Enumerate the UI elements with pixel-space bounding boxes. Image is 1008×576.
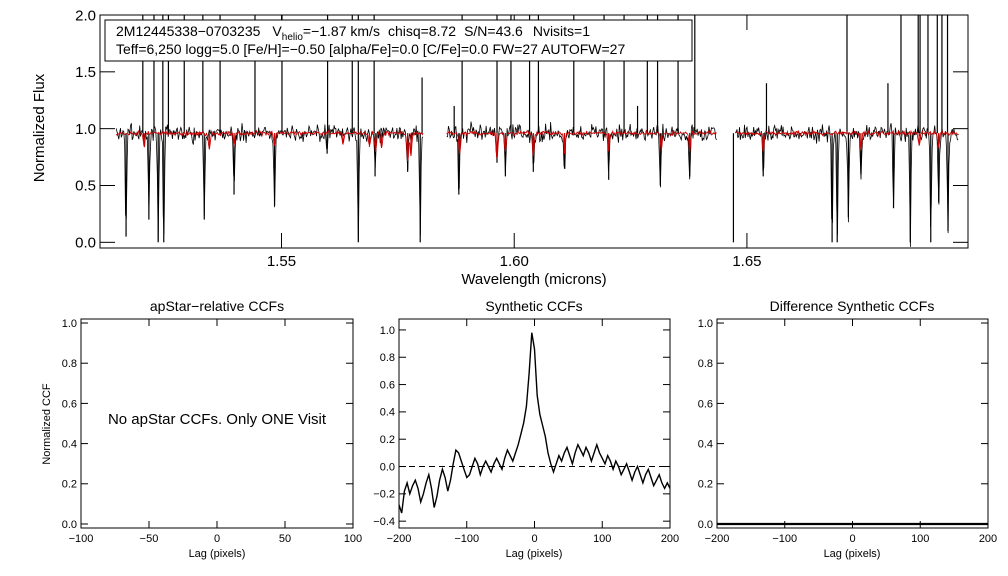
spectrum-x-axis-title: Wavelength (microns) <box>461 271 606 288</box>
spectrum-observed-chip-2 <box>446 121 717 190</box>
spectrum-y-tick-label: 1.5 <box>75 64 96 81</box>
difference-ccf-x-tick-label: 100 <box>911 533 929 545</box>
spectrum-x-tick-label: 1.60 <box>500 253 529 270</box>
difference-ccf-axes-frame <box>716 318 989 529</box>
spectrum-panel: Normalized Flux Wavelength (microns) 1.5… <box>31 7 969 288</box>
synthetic-ccf-y-tick-label: 0.4 <box>380 407 395 419</box>
apstar-ccf-y-tick-label: 0.2 <box>62 479 77 491</box>
spectrum-x-tick-label: 1.55 <box>267 253 296 270</box>
difference-ccf-panel: Difference Synthetic CCFs Lag (pixels) −… <box>698 298 997 560</box>
legend-star-id: 2M12445338−0703235 <box>116 23 261 39</box>
spectrum-synthetic-chip-1 <box>115 128 424 162</box>
spectrum-x-tick-label: 1.65 <box>732 253 761 270</box>
difference-ccf-y-tick-label: 0.6 <box>698 398 713 410</box>
apstar-ccf-y-tick-label: 0.8 <box>62 358 77 370</box>
legend-nvisits: Nvisits=1 <box>533 23 590 39</box>
spectrum-y-tick-label: 1.0 <box>75 121 96 138</box>
apstar-ccf-y-tick-label: 0.0 <box>62 519 77 531</box>
synthetic-ccf-curve <box>399 332 670 514</box>
apstar-ccf-x-axis-title: Lag (pixels) <box>189 548 246 560</box>
spectrum-y-axis-title: Normalized Flux <box>31 73 48 182</box>
legend-box <box>104 19 693 62</box>
spectrum-y-tick-label: 0.0 <box>75 235 96 252</box>
synthetic-ccf-x-tick-label: 0 <box>531 533 537 545</box>
spectrum-y-tick-label: 2.0 <box>75 7 96 24</box>
apstar-ccf-title: apStar−relative CCFs <box>150 298 284 314</box>
difference-ccf-x-tick-label: 200 <box>979 533 997 545</box>
synthetic-ccf-x-tick-label: 200 <box>661 533 679 545</box>
synthetic-ccf-data-layer <box>399 332 670 514</box>
apstar-ccf-y-axis-title: Normalized CCF <box>41 383 53 465</box>
legend-vhelio-subscript: helio <box>282 32 304 43</box>
synthetic-ccf-y-tick-label: 1.0 <box>380 325 395 337</box>
difference-ccf-x-tick-label: 0 <box>849 533 855 545</box>
synthetic-ccf-y-tick-label: 0.8 <box>380 352 395 364</box>
spectrum-observed-chip-3 <box>735 123 959 247</box>
spectrum-synthetic-chip-3 <box>735 129 959 152</box>
synthetic-ccf-panel: Synthetic CCFs Lag (pixels) −200 −100 0 100… <box>373 298 679 560</box>
spectrum-legend: 2M12445338−0703235 Vhelio=−1.87 km/s chisq… <box>104 19 693 62</box>
difference-ccf-title: Difference Synthetic CCFs <box>770 298 935 314</box>
apstar-ccf-panel: apStar−relative CCFs Lag (pixels) Normal… <box>41 298 362 560</box>
apstar-ccf-x-tick-label: 0 <box>214 533 220 545</box>
synthetic-ccf-x-tick-label: 100 <box>593 533 611 545</box>
difference-ccf-y-tick-label: 0.8 <box>698 358 713 370</box>
difference-ccf-y-tick-label: 0.2 <box>698 479 713 491</box>
apstar-ccf-note: No apStar CCFs. Only ONE Visit <box>108 411 327 428</box>
difference-ccf-x-tick-label: −100 <box>772 533 797 545</box>
synthetic-ccf-y-tick-label: −0.4 <box>373 516 395 528</box>
legend-snr: S/N=43.6 <box>464 23 523 39</box>
difference-ccf-x-axis-title: Lag (pixels) <box>824 548 881 560</box>
legend-chisq: chisq=8.72 <box>388 23 456 39</box>
apstar-ccf-y-tick-label: 0.6 <box>62 398 77 410</box>
apstar-ccf-y-tick-label: 0.4 <box>62 438 77 450</box>
legend-vhelio-label: V <box>272 23 282 39</box>
synthetic-ccf-y-tick-label: 0.2 <box>380 434 395 446</box>
difference-ccf-y-tick-label: 0.4 <box>698 438 713 450</box>
apstar-ccf-x-tick-label: 50 <box>279 533 291 545</box>
legend-line-1: 2M12445338−0703235 Vhelio=−1.87 km/s chisq… <box>116 23 590 43</box>
spectrum-y-tick-label: 0.5 <box>75 178 96 195</box>
difference-ccf-y-tick-label: 1.0 <box>698 318 713 330</box>
apstar-ccf-y-tick-label: 1.0 <box>62 318 77 330</box>
synthetic-ccf-y-tick-label: −0.2 <box>373 489 395 501</box>
difference-ccf-x-tick-label: −200 <box>705 533 730 545</box>
spectrum-observed-chip-1 <box>115 123 424 242</box>
legend-vhelio-value: =−1.87 km/s <box>303 23 380 39</box>
legend-params: Teff=6,250 logg=5.0 [Fe/H]=−0.50 [alpha/… <box>116 41 625 57</box>
spectrum-axes-frame <box>99 14 969 249</box>
apstar-ccf-x-tick-label: −100 <box>69 533 94 545</box>
apstar-ccf-x-tick-label: 100 <box>344 533 362 545</box>
apstar-ccf-x-tick-label: −50 <box>140 533 159 545</box>
synthetic-ccf-x-tick-label: −200 <box>387 533 412 545</box>
synthetic-ccf-x-axis-title: Lag (pixels) <box>506 548 563 560</box>
synthetic-ccf-title: Synthetic CCFs <box>485 298 582 314</box>
synthetic-ccf-y-tick-label: 0.6 <box>380 379 395 391</box>
difference-ccf-y-tick-label: 0.0 <box>698 519 713 531</box>
synthetic-ccf-y-tick-label: 0.0 <box>380 461 395 473</box>
synthetic-ccf-x-tick-label: −100 <box>454 533 479 545</box>
spectrum-synthetic-chip-2 <box>446 129 717 158</box>
